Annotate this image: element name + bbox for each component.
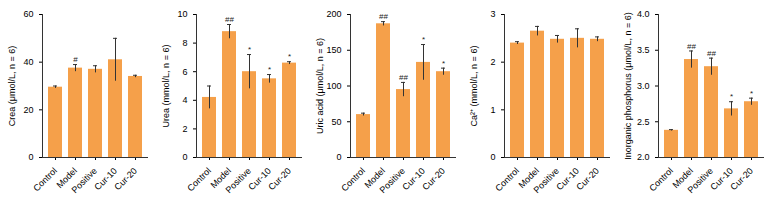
svg-text:3.5: 3.5 xyxy=(637,45,650,55)
svg-text:1: 1 xyxy=(490,105,495,115)
svg-text:Positive: Positive xyxy=(378,166,407,195)
svg-text:#: # xyxy=(73,55,78,64)
svg-text:Ca²⁺ (mmol/L, n = 6): Ca²⁺ (mmol/L, n = 6) xyxy=(469,46,479,127)
svg-text:##: ## xyxy=(379,12,388,21)
svg-text:Urea (mmol/L, n = 6): Urea (mmol/L, n = 6) xyxy=(161,45,171,128)
svg-text:##: ## xyxy=(687,42,696,51)
svg-text:Positive: Positive xyxy=(532,166,561,195)
svg-text:Uric acid (μmol/L, n = 6): Uric acid (μmol/L, n = 6) xyxy=(315,38,325,134)
svg-text:2.5: 2.5 xyxy=(637,117,650,127)
svg-text:60: 60 xyxy=(23,9,33,19)
svg-text:Cur-20: Cur-20 xyxy=(266,166,293,193)
svg-text:4: 4 xyxy=(182,95,187,105)
svg-text:Control: Control xyxy=(31,166,59,194)
svg-text:0: 0 xyxy=(182,152,187,162)
svg-text:6: 6 xyxy=(182,67,187,77)
svg-text:Control: Control xyxy=(185,166,213,194)
svg-text:Model: Model xyxy=(516,165,541,191)
svg-text:Positive: Positive xyxy=(70,166,99,195)
svg-text:Cur-20: Cur-20 xyxy=(420,166,447,193)
svg-text:2.0: 2.0 xyxy=(637,152,650,162)
svg-text:2: 2 xyxy=(182,124,187,134)
svg-text:*: * xyxy=(288,52,291,61)
svg-text:##: ## xyxy=(399,73,408,82)
svg-text:*: * xyxy=(422,35,425,44)
svg-text:150: 150 xyxy=(326,45,341,55)
svg-text:40: 40 xyxy=(23,57,33,67)
svg-text:Inorganic phosphorus (μmol/L,: Inorganic phosphorus (μmol/L, n = 6) xyxy=(623,12,633,160)
svg-text:0: 0 xyxy=(336,152,341,162)
svg-text:Control: Control xyxy=(339,166,367,194)
svg-text:##: ## xyxy=(707,49,716,58)
svg-text:Cur-10: Cur-10 xyxy=(708,165,735,193)
svg-text:20: 20 xyxy=(23,105,33,115)
svg-text:*: * xyxy=(248,45,251,54)
svg-text:10: 10 xyxy=(177,9,187,19)
svg-text:*: * xyxy=(442,59,445,68)
svg-text:Cur-10: Cur-10 xyxy=(92,165,119,193)
svg-text:200: 200 xyxy=(326,9,341,19)
svg-text:Cur-10: Cur-10 xyxy=(554,165,581,193)
svg-text:3.0: 3.0 xyxy=(637,81,650,91)
svg-text:Model: Model xyxy=(362,165,387,191)
svg-text:Model: Model xyxy=(670,165,695,191)
svg-text:Control: Control xyxy=(647,166,675,194)
svg-text:0: 0 xyxy=(490,152,495,162)
svg-text:50: 50 xyxy=(331,117,341,127)
svg-text:Cur-20: Cur-20 xyxy=(728,166,755,193)
svg-text:Cur-20: Cur-20 xyxy=(574,166,601,193)
svg-text:0: 0 xyxy=(28,152,33,162)
svg-text:Cur-10: Cur-10 xyxy=(400,165,427,193)
svg-text:*: * xyxy=(730,92,733,101)
svg-text:*: * xyxy=(268,65,271,74)
svg-text:3: 3 xyxy=(490,9,495,19)
svg-text:2: 2 xyxy=(490,57,495,67)
svg-text:Positive: Positive xyxy=(224,166,253,195)
svg-text:##: ## xyxy=(225,15,234,24)
svg-text:*: * xyxy=(750,89,753,98)
svg-text:Model: Model xyxy=(208,165,233,191)
svg-text:Crea (μmol/L, n = 6): Crea (μmol/L, n = 6) xyxy=(7,46,17,126)
svg-text:Cur-20: Cur-20 xyxy=(112,166,139,193)
svg-text:Control: Control xyxy=(493,166,521,194)
svg-text:Model: Model xyxy=(54,165,79,191)
svg-text:100: 100 xyxy=(326,81,341,91)
svg-text:8: 8 xyxy=(182,38,187,48)
svg-text:Positive: Positive xyxy=(686,166,715,195)
svg-text:4.0: 4.0 xyxy=(637,9,650,19)
svg-text:Cur-10: Cur-10 xyxy=(246,165,273,193)
